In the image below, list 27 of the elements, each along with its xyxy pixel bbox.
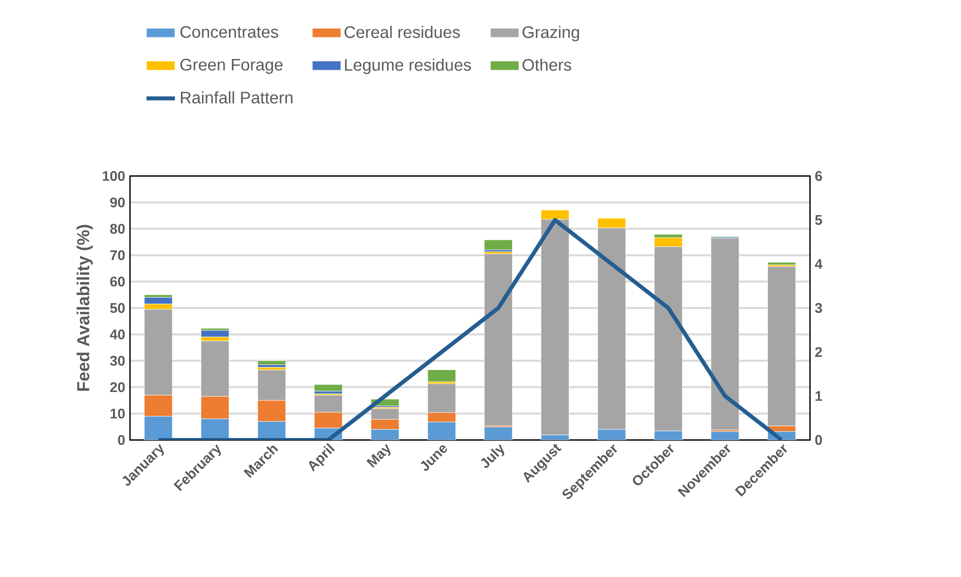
y-tick-label: 70 (110, 250, 125, 260)
y2-tick-label: 2 (815, 347, 822, 357)
y2-tick-label: 1 (816, 391, 822, 401)
y-tick-label: 90 (110, 197, 125, 208)
y-tick-label: 30 (110, 356, 125, 366)
legend-label: Cereal residues (344, 26, 460, 38)
y2-tick-label: 3 (815, 303, 822, 313)
y-axis-title: Feed Availability (%) (76, 224, 93, 391)
y-tick-label: 0 (118, 435, 125, 445)
y-tick-label: 50 (110, 303, 125, 313)
x-tick-label: May (366, 444, 390, 468)
y-tick-label: 80 (110, 224, 125, 234)
y2-tick-label: 4 (814, 259, 822, 269)
y-tick-label: 60 (110, 276, 125, 287)
y-tick-label: 10 (110, 408, 125, 419)
y2-tick-label: 0 (815, 435, 822, 445)
legend-label: Green Forage (180, 58, 283, 74)
y-tick-label: 40 (110, 329, 125, 340)
legend-label: Rainfall Pattern (180, 91, 292, 104)
y-tick-label: 20 (110, 382, 125, 392)
legend-label: Legume residues (345, 58, 471, 74)
y2-tick-label: 6 (815, 171, 822, 181)
legend-label: Others (522, 58, 572, 71)
legend-label: Concentrates (180, 26, 278, 38)
y2-tick-label: 5 (815, 215, 822, 225)
y-tick-label: 100 (102, 171, 125, 181)
legend-label: Grazing (522, 26, 580, 42)
